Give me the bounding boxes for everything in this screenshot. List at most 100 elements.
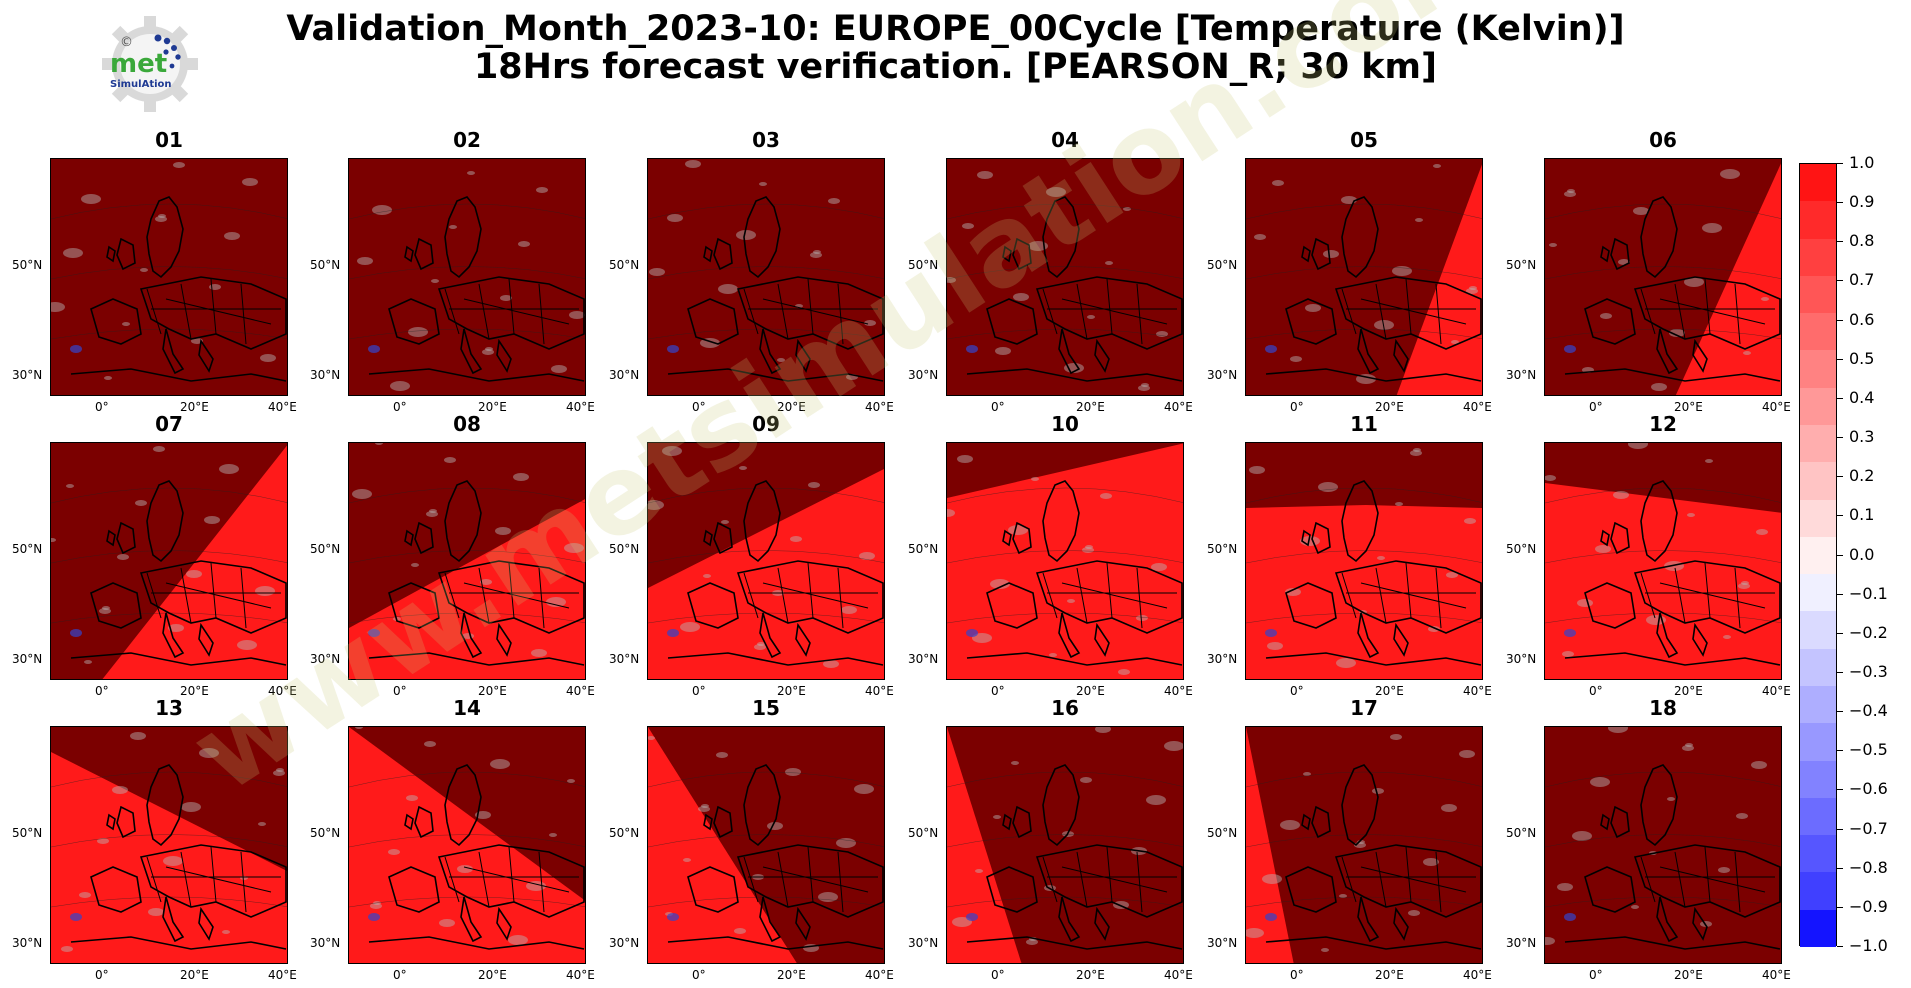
colorbar-tick-label: −0.2 [1849,622,1888,642]
lon-label: 20°E [180,684,209,698]
colorbar-segment [1800,536,1836,575]
colorbar-segment [1800,872,1836,911]
lon-label: 40°E [865,400,894,414]
lon-label: 40°E [1164,968,1193,982]
colorbar-tick [1837,632,1843,634]
panel-title: 04 [1051,128,1079,152]
lon-label: 20°E [1076,968,1105,982]
panel-title: 08 [453,412,481,436]
lon-label: 0° [95,400,109,414]
lon-label: 0° [393,400,407,414]
lon-label: 40°E [566,968,595,982]
lat-label: 50°N [1506,826,1537,840]
colorbar-tick [1837,711,1843,713]
colorbar-segment [1800,313,1836,351]
lat-label: 30°N [1207,368,1238,382]
colorbar-segment [1800,723,1836,762]
lon-label: 0° [1290,968,1304,982]
colorbar-tick-label: 0.8 [1849,231,1875,251]
lon-label: 0° [1589,400,1603,414]
lon-label: 0° [95,968,109,982]
lon-label: 40°E [865,968,894,982]
lat-label: 30°N [12,368,43,382]
colorbar-tick-label: 0.2 [1849,466,1875,486]
lon-label: 40°E [1762,400,1791,414]
lon-label: 20°E [1076,684,1105,698]
colorbar-segment [1800,164,1836,202]
lat-label: 30°N [310,936,341,950]
panel-title: 15 [752,696,780,720]
lon-label: 20°E [1375,684,1404,698]
lat-label: 50°N [908,258,939,272]
lat-label: 50°N [609,542,640,556]
lon-label: 0° [1589,968,1603,982]
lat-label: 30°N [609,368,640,382]
lat-label: 50°N [310,258,341,272]
lon-label: 20°E [1674,400,1703,414]
lat-label: 30°N [908,368,939,382]
colorbar-tick-label: 0.9 [1849,192,1875,212]
panel-title: 18 [1649,696,1677,720]
met-simulation-logo: © met SimulAtion [100,14,200,118]
svg-text:SimulAtion: SimulAtion [110,79,172,90]
panel-title: 02 [453,128,481,152]
colorbar-tick-label: −0.4 [1849,701,1888,721]
lon-label: 0° [393,684,407,698]
panel-title: 07 [155,412,183,436]
colorbar-tick-label: 0.6 [1849,309,1875,329]
lon-label: 40°E [1463,968,1492,982]
correlation-high-region [349,499,585,679]
map-panel [348,726,586,964]
colorbar-tick-label: −0.3 [1849,661,1888,681]
colorbar-tick-label: 0.7 [1849,270,1875,290]
colorbar-tick [1837,280,1843,282]
lat-label: 50°N [12,542,43,556]
colorbar-tick [1837,828,1843,830]
lon-label: 20°E [777,684,806,698]
colorbar-tick-label: 0.4 [1849,387,1875,407]
panel-title: 03 [752,128,780,152]
colorbar-tick-label: −1.0 [1849,936,1888,955]
map-panel [348,442,586,680]
lon-label: 20°E [1674,684,1703,698]
colorbar-tick-label: 0.1 [1849,505,1875,525]
lat-label: 30°N [12,936,43,950]
lon-label: 40°E [1463,684,1492,698]
lon-label: 40°E [268,684,297,698]
colorbar-tick-label: −0.7 [1849,818,1888,838]
lon-label: 0° [991,400,1005,414]
colorbar-segment [1800,611,1836,650]
lon-label: 0° [991,968,1005,982]
colorbar-tick [1837,437,1843,439]
map-panel [50,726,288,964]
lon-label: 20°E [1375,400,1404,414]
lat-label: 50°N [609,258,640,272]
map-panel [50,442,288,680]
lat-label: 30°N [1506,368,1537,382]
svg-text:met: met [110,49,167,79]
lon-label: 40°E [566,684,595,698]
colorbar-segment [1800,909,1836,948]
colorbar-segment [1800,835,1836,873]
lat-label: 30°N [1207,936,1238,950]
correlation-high-region [349,727,585,963]
lon-label: 20°E [777,968,806,982]
colorbar-tick [1837,906,1843,908]
colorbar-tick-label: 1.0 [1849,153,1875,172]
colorbar-segment [1800,574,1836,612]
map-panel [946,158,1184,396]
panel-title: 11 [1350,412,1378,436]
map-panel [647,442,885,680]
lat-label: 50°N [609,826,640,840]
lon-label: 40°E [1463,400,1492,414]
colorbar-tick [1837,476,1843,478]
panel-title: 06 [1649,128,1677,152]
lon-label: 40°E [865,684,894,698]
lon-label: 20°E [777,400,806,414]
lat-label: 30°N [609,936,640,950]
lat-label: 50°N [310,542,341,556]
colorbar-tick [1837,554,1843,556]
colorbar-segment [1800,760,1836,799]
correlation-high-region [648,469,884,679]
map-panel [1245,442,1483,680]
